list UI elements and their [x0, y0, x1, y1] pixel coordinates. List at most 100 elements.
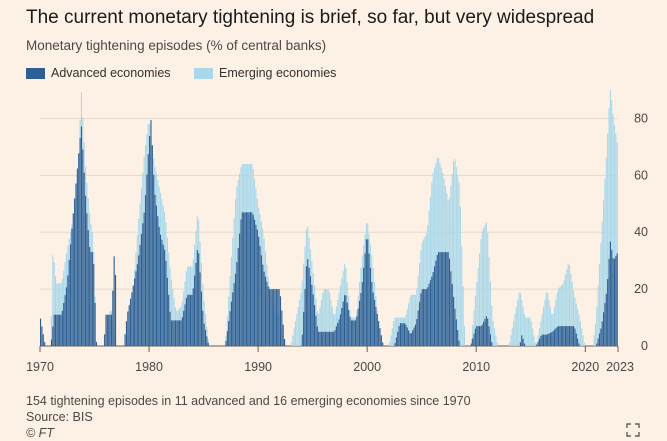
bar-emerging — [600, 242, 602, 346]
bar-advanced — [431, 276, 433, 346]
bar-emerging — [331, 306, 333, 346]
bar-advanced — [429, 280, 431, 346]
bar-advanced — [83, 172, 85, 346]
y-tick-label-80: 80 — [634, 111, 648, 125]
bar-emerging — [593, 335, 595, 346]
bar-advanced — [179, 320, 181, 346]
bar-advanced — [138, 255, 140, 346]
bar-advanced — [487, 318, 489, 346]
bar-emerging — [514, 314, 516, 346]
bar-advanced — [59, 314, 61, 346]
bar-emerging — [564, 274, 566, 346]
bar-emerging — [320, 299, 322, 346]
x-tick-label-1990: 1990 — [244, 360, 272, 374]
bar-advanced — [409, 333, 411, 346]
bar-advanced — [311, 284, 313, 346]
bar-advanced — [555, 328, 557, 346]
bar-advanced — [477, 326, 479, 346]
bar-emerging — [567, 263, 569, 346]
bar-advanced — [312, 294, 314, 346]
bar-emerging — [480, 239, 482, 346]
bar-emerging — [330, 299, 332, 346]
bar-advanced — [149, 136, 151, 346]
bar-advanced — [412, 330, 414, 346]
bar-advanced — [478, 326, 481, 346]
bar-emerging — [433, 167, 436, 346]
bar-emerging — [541, 314, 543, 346]
bar-advanced — [380, 335, 382, 346]
bar-emerging — [455, 167, 457, 346]
bar-advanced — [195, 262, 197, 346]
bar-advanced — [553, 329, 556, 346]
legend-label-emerging: Emerging economies — [219, 66, 337, 80]
bar-advanced — [307, 259, 309, 346]
bar-emerging — [319, 306, 321, 346]
expand-icon[interactable] — [625, 422, 641, 438]
y-tick-label-60: 60 — [634, 168, 648, 182]
bar-advanced — [236, 262, 238, 346]
bar-emerging — [395, 317, 397, 346]
bar-emerging — [435, 162, 437, 346]
bar-advanced — [440, 252, 442, 346]
bar-emerging — [207, 339, 209, 346]
bar-emerging — [562, 284, 564, 346]
bar-emerging — [322, 292, 324, 346]
bar-advanced — [358, 300, 361, 346]
bar-advanced — [281, 310, 283, 346]
bar-emerging — [534, 342, 536, 346]
bar-advanced — [69, 244, 72, 346]
bar-advanced — [476, 326, 478, 346]
bar-emerging — [457, 174, 459, 346]
bar-advanced — [194, 275, 196, 346]
bar-emerging — [556, 292, 558, 346]
bar-advanced — [284, 338, 286, 346]
bar-advanced — [423, 289, 425, 346]
bar-advanced — [61, 310, 63, 346]
bar-advanced — [603, 312, 605, 346]
bar-emerging — [533, 335, 535, 346]
bar-emerging — [461, 246, 463, 346]
bar-advanced — [274, 289, 276, 346]
bar-advanced — [52, 326, 54, 346]
bar-advanced — [136, 264, 138, 346]
bar-advanced — [333, 331, 335, 346]
bar-emerging — [431, 182, 433, 346]
bar-emerging — [582, 335, 584, 346]
bar-advanced — [519, 342, 521, 346]
bar-advanced — [314, 305, 316, 346]
bar-advanced — [600, 328, 602, 346]
bar-advanced — [134, 278, 136, 346]
bar-advanced — [153, 174, 155, 346]
bar-advanced — [254, 219, 256, 346]
bar-emerging — [493, 328, 496, 346]
bar-advanced — [256, 229, 258, 346]
bar-advanced — [473, 333, 475, 346]
bar-advanced — [114, 274, 117, 346]
bar-advanced — [191, 294, 193, 346]
bar-advanced — [308, 267, 310, 346]
bar-emerging — [393, 321, 395, 346]
bar-advanced — [76, 168, 78, 346]
bar-advanced — [240, 219, 242, 346]
bar-emerging — [598, 264, 601, 346]
bar-advanced — [443, 252, 445, 346]
bar-advanced — [564, 326, 566, 346]
bar-advanced — [185, 298, 187, 346]
bar-advanced — [260, 255, 262, 346]
bar-advanced — [168, 294, 170, 346]
bar-advanced — [113, 256, 115, 346]
bar-advanced — [132, 285, 134, 346]
bar-emerging — [616, 142, 618, 346]
bar-advanced — [318, 331, 320, 346]
bar-emerging — [476, 282, 478, 346]
bar-advanced — [363, 267, 365, 346]
bar-advanced — [199, 272, 201, 346]
bar-emerging — [575, 303, 577, 346]
bar-advanced — [206, 336, 208, 346]
bar-advanced — [491, 342, 493, 346]
bar-emerging — [544, 299, 546, 346]
bar-advanced — [573, 326, 575, 346]
bar-advanced — [577, 338, 579, 346]
bar-advanced — [225, 341, 227, 346]
bar-advanced — [349, 316, 351, 346]
